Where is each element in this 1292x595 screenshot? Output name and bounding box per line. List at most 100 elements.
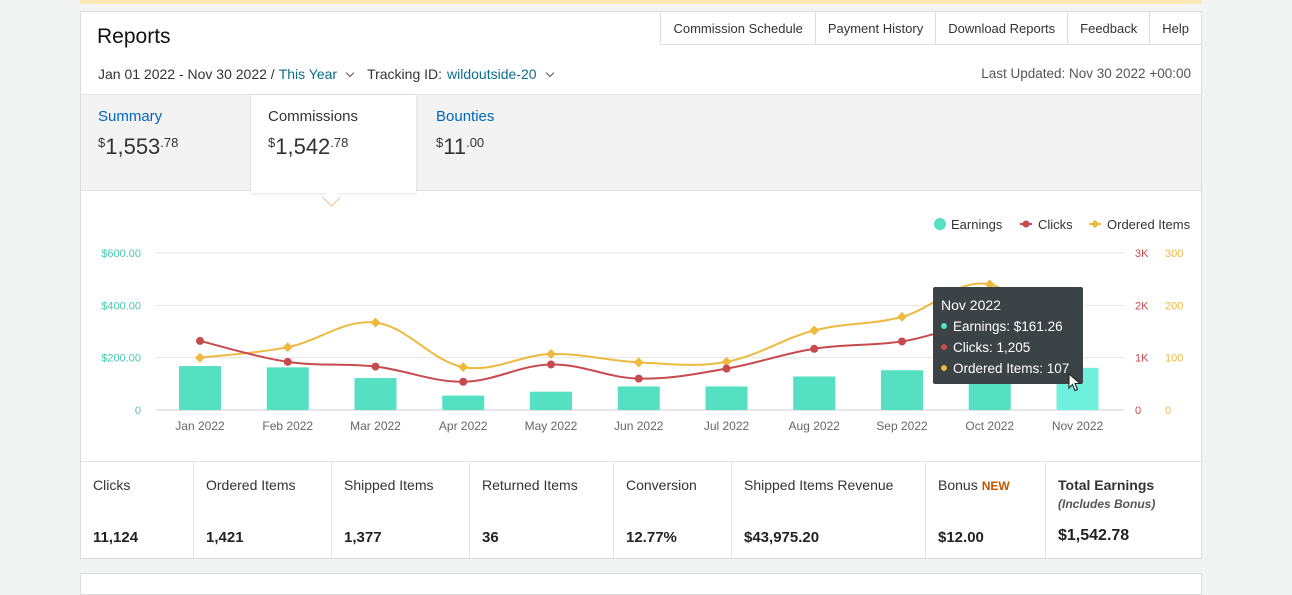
tab-amount: $11.00 (436, 134, 485, 159)
page-title: Reports (97, 25, 171, 48)
y-right-ordered-tick: 300 (1165, 248, 1183, 260)
period-dropdown[interactable]: This Year (278, 66, 338, 82)
metric-shipped-items: Shipped Items 1,377 (332, 462, 470, 558)
notification-strip (80, 0, 1202, 4)
legend-earnings-label: Earnings (951, 217, 1003, 232)
earnings-bar (530, 391, 572, 410)
tab-bounties[interactable]: Bounties $11.00 (419, 95, 584, 190)
earnings-bar (442, 395, 485, 410)
y-left-tick: $600.00 (101, 248, 141, 260)
summary-tabs: Summary $1,553.78 Commissions $1,542.78 … (81, 94, 1201, 193)
chart-tooltip: Nov 2022 Earnings: $161.26 Clicks: 1,205… (933, 287, 1083, 384)
ordered-items-point (195, 352, 205, 363)
x-tick-label: Feb 2022 (262, 419, 313, 433)
y-left-tick: $200.00 (101, 353, 141, 365)
y-right-ordered-tick: 100 (1165, 353, 1183, 365)
metric-shipped-revenue: Shipped Items Revenue $43,975.20 (732, 462, 926, 558)
tooltip-title: Nov 2022 (941, 297, 1001, 313)
report-filters: Jan 01 2022 - Nov 30 2022 / This Year Tr… (98, 66, 561, 82)
tracking-id-label: Tracking ID: (367, 66, 443, 82)
tooltip-ordered: Ordered Items: 107 (941, 361, 1069, 376)
total-note: (Includes Bonus) (1058, 497, 1156, 511)
ordered-items-point (546, 349, 556, 359)
legend-ordered-label: Ordered Items (1107, 217, 1191, 232)
ordered-items-point (984, 279, 995, 290)
clicks-point (547, 360, 555, 369)
ordered-items-point (897, 311, 907, 322)
clicks-point (634, 374, 643, 383)
clicks-point (371, 362, 380, 371)
x-tick-label: Jun 2022 (614, 419, 664, 433)
y-right-ordered-tick: 0 (1165, 405, 1171, 417)
metric-total-earnings: Total Earnings (Includes Bonus) $1,542.7… (1058, 477, 1156, 544)
tab-label: Summary (98, 108, 163, 125)
earnings-bar (881, 370, 923, 410)
last-updated: Last Updated: Nov 30 2022 +00:00 (981, 66, 1191, 81)
earnings-chart: 0 $200.00 $400.00 $600.00 0 1K 2K 3K 0 100 200 300 J… (101, 217, 1191, 433)
metric-clicks: Clicks 11,124 (81, 462, 194, 558)
legend-ordered-marker (1090, 219, 1100, 229)
earnings-bar (705, 386, 748, 410)
metric-ordered-items: Ordered Items 1,421 (194, 462, 332, 558)
earnings-bar (617, 386, 660, 410)
help-link[interactable]: Help (1149, 12, 1201, 45)
metric-bonus: Bonus NEW $12.00 (926, 462, 1046, 558)
ordered-items-point (633, 357, 644, 368)
y-right-clicks-tick: 2K (1135, 300, 1149, 312)
x-tick-label: Sep 2022 (876, 419, 928, 433)
ordered-items-point (809, 325, 820, 336)
tooltip-clicks: Clicks: 1,205 (941, 340, 1030, 355)
y-left-tick: 0 (135, 405, 141, 417)
y-left-tick: $400.00 (101, 300, 141, 312)
tab-label: Commissions (268, 108, 359, 125)
ordered-items-point (721, 356, 732, 367)
ordered-items-point (370, 317, 381, 328)
metrics-row: Clicks 11,124 Ordered Items 1,421 Shipped … (81, 461, 1201, 558)
commission-schedule-link[interactable]: Commission Schedule (660, 12, 815, 45)
clicks-point (283, 357, 292, 366)
legend-clicks-marker (1022, 220, 1030, 228)
earnings-dot-icon (941, 323, 947, 330)
tab-summary[interactable]: Summary $1,553.78 (81, 95, 246, 190)
metric-conversion: Conversion 12.77% (614, 462, 732, 558)
new-badge: NEW (981, 479, 1010, 493)
ordered-items-point (282, 342, 293, 353)
reports-panel: Reports Commission Schedule Payment Hist… (80, 11, 1202, 559)
download-reports-link[interactable]: Download Reports (935, 12, 1068, 45)
y-right-ordered-tick: 200 (1165, 300, 1183, 312)
earnings-bar (266, 367, 309, 410)
x-tick-label: Nov 2022 (1052, 419, 1104, 433)
y-right-clicks-tick: 0 (1135, 405, 1141, 417)
x-tick-label: Oct 2022 (965, 419, 1014, 433)
tab-commissions[interactable]: Commissions $1,542.78 (251, 95, 416, 193)
ordered-dot-icon (941, 365, 947, 372)
x-tick-label: Mar 2022 (350, 419, 401, 433)
date-range: Jan 01 2022 - Nov 30 2022 / (98, 66, 275, 82)
tab-label: Bounties (436, 108, 495, 125)
earnings-bar (354, 378, 397, 410)
report-nav: Commission Schedule Payment History Down… (660, 12, 1201, 45)
x-tick-label: Jul 2022 (704, 419, 750, 433)
legend-clicks-label: Clicks (1038, 217, 1073, 232)
metric-returned-items: Returned Items 36 (470, 462, 614, 558)
clicks-point (459, 377, 468, 386)
x-tick-label: Aug 2022 (789, 419, 841, 433)
clicks-point (810, 344, 819, 353)
clicks-dot-icon (941, 344, 947, 351)
mouse-cursor-icon (1068, 373, 1082, 392)
payment-history-link[interactable]: Payment History (814, 12, 936, 45)
feedback-link[interactable]: Feedback (1067, 12, 1150, 45)
earnings-bar (179, 366, 221, 410)
x-tick-label: Jan 2022 (175, 419, 225, 433)
clicks-point (722, 364, 731, 373)
tooltip-earnings: Earnings: $161.26 (941, 319, 1063, 334)
clicks-point (196, 336, 204, 345)
clicks-point (898, 337, 906, 346)
earnings-bar (793, 376, 836, 410)
tab-amount: $1,553.78 (98, 134, 179, 159)
x-tick-label: Apr 2022 (439, 419, 488, 433)
tracking-id-dropdown[interactable]: wildoutside-20 (447, 66, 537, 82)
x-tick-label: May 2022 (525, 419, 578, 433)
tab-amount: $1,542.78 (268, 134, 349, 159)
ordered-items-point (458, 362, 469, 373)
